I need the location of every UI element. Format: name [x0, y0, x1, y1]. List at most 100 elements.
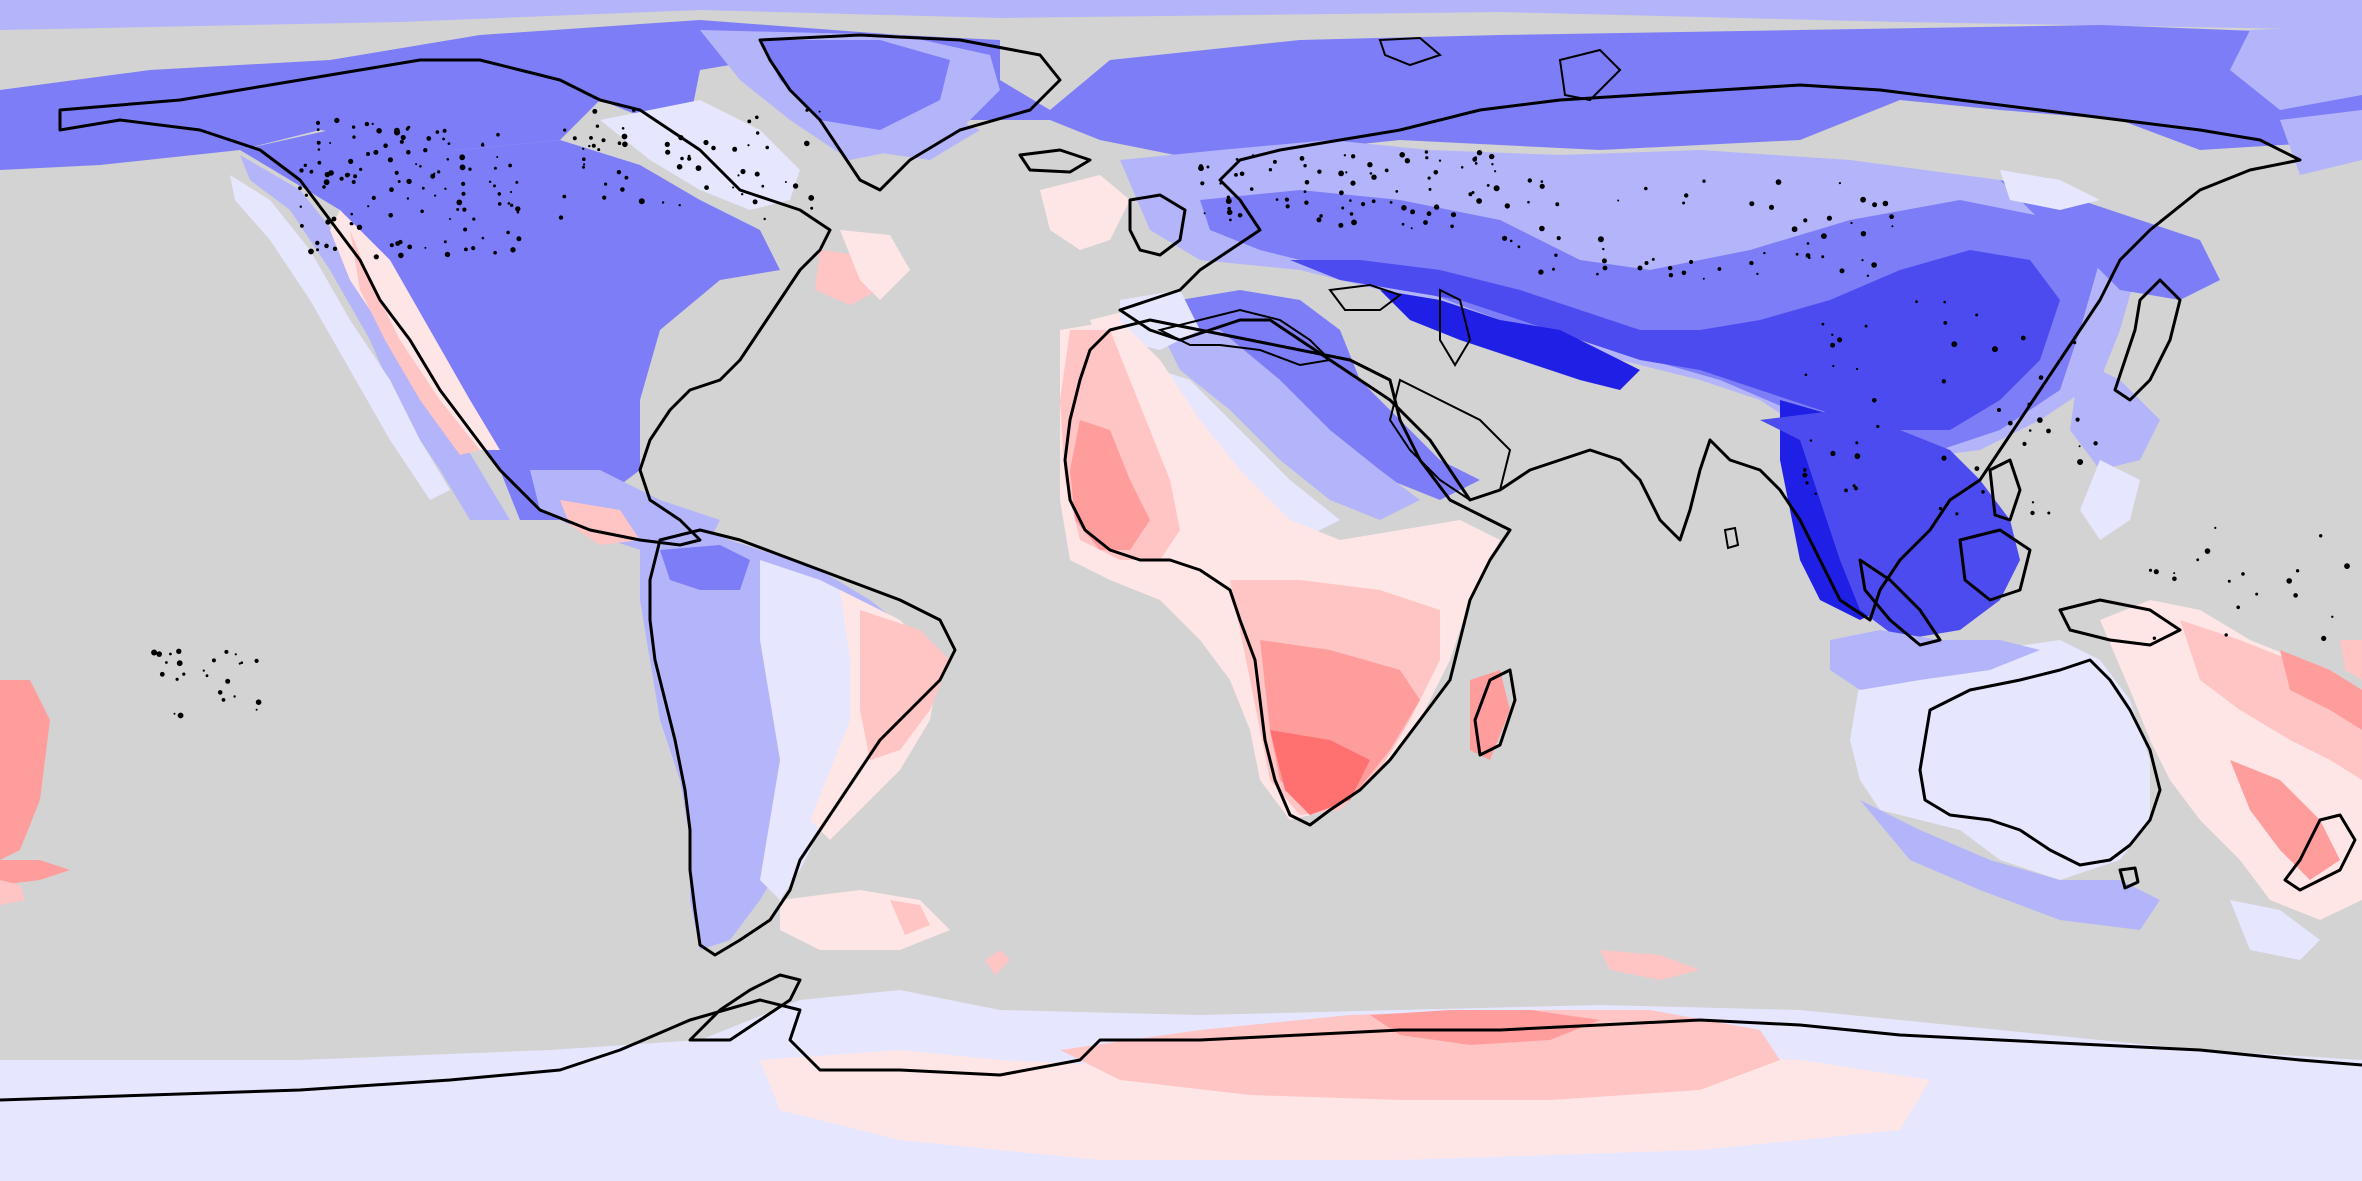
- lake-dot: [2022, 441, 2027, 446]
- lake-dot: [1668, 265, 1673, 271]
- lake-dot: [1401, 222, 1405, 226]
- lake-dot: [1317, 169, 1322, 174]
- lake-dot: [1809, 439, 1813, 442]
- lake-dot: [388, 213, 394, 218]
- lake-dot: [389, 243, 394, 248]
- lake-dot: [238, 662, 241, 665]
- lake-dot: [678, 204, 681, 207]
- lake-dot: [588, 144, 591, 148]
- lake-dot: [2321, 635, 2327, 642]
- coastline-arabia: [1388, 378, 1512, 502]
- lake-dot: [1832, 364, 1835, 368]
- lake-dot: [329, 142, 332, 144]
- lake-dot: [1684, 193, 1689, 198]
- lake-dot: [638, 198, 645, 205]
- lake-dot: [339, 176, 344, 181]
- lake-dot: [202, 669, 205, 672]
- coastline-uk: [1128, 193, 1187, 257]
- lake-dot: [747, 144, 750, 147]
- lake-dot: [1502, 235, 1508, 241]
- lake-dot: [1235, 158, 1239, 161]
- lake-dot: [442, 137, 445, 141]
- lake-dot: [1717, 267, 1722, 271]
- coastline-japan: [2113, 278, 2182, 402]
- lake-dot: [1826, 215, 1832, 221]
- lake-dot: [510, 247, 516, 253]
- lake-dot: [808, 195, 815, 201]
- lake-dot: [2204, 548, 2211, 554]
- lake-dot: [299, 205, 302, 208]
- lake-dot: [732, 146, 738, 152]
- lake-dot: [1602, 247, 1605, 251]
- lake-dot: [507, 202, 511, 205]
- lake-dot: [1814, 492, 1817, 496]
- lake-dot: [680, 156, 684, 161]
- lake-dot: [464, 247, 468, 252]
- lake-dot: [1424, 150, 1429, 154]
- lake-dot: [376, 128, 382, 134]
- lake-dot: [1389, 201, 1393, 204]
- lake-dot: [182, 672, 186, 676]
- lake-dot: [400, 134, 406, 141]
- lake-dot: [756, 131, 760, 135]
- lake-dot: [406, 178, 412, 185]
- lake-dot: [1889, 214, 1894, 220]
- lake-dot: [299, 168, 304, 173]
- lake-dot: [1943, 321, 1948, 325]
- lake-dot: [472, 217, 476, 221]
- lake-dot: [582, 147, 585, 150]
- lake-dot: [582, 157, 586, 161]
- coastline-eurasia: [1118, 83, 2302, 622]
- lake-dot: [1303, 164, 1307, 168]
- lake-dot: [461, 191, 466, 196]
- lake-dot: [563, 128, 567, 132]
- lake-dot: [1489, 153, 1495, 160]
- coastline-new-zealand: [2283, 813, 2357, 892]
- lake-dot: [255, 708, 258, 711]
- lake-dot: [2241, 572, 2245, 576]
- lake-dot: [462, 207, 467, 212]
- lake-dot: [582, 165, 585, 169]
- lake-dot: [591, 143, 596, 148]
- lake-dot: [755, 115, 759, 120]
- lake-dot: [737, 174, 740, 177]
- lake-dot: [1527, 200, 1530, 204]
- lake-dot: [506, 230, 510, 235]
- lake-dot: [1341, 206, 1345, 210]
- lake-dot: [254, 658, 259, 664]
- coastline-black-sea: [1328, 283, 1403, 311]
- lake-dot: [597, 148, 601, 152]
- lake-dot: [1941, 455, 1947, 461]
- lakes-and-islands: [151, 108, 2350, 719]
- lake-dot: [1795, 252, 1799, 256]
- lake-dot: [621, 127, 625, 130]
- lake-dot: [419, 165, 422, 168]
- lake-dot: [1702, 277, 1705, 280]
- lake-dot: [1227, 206, 1231, 211]
- lake-dot: [2028, 429, 2032, 432]
- lake-dot: [665, 149, 671, 155]
- lake-dot: [1494, 170, 1497, 173]
- lake-dot: [676, 164, 683, 170]
- lake-dot: [397, 180, 401, 183]
- lake-dot: [1876, 424, 1880, 429]
- lake-dot: [1763, 251, 1766, 255]
- antarctica-anomaly: [0, 950, 2362, 1181]
- lake-dot: [1251, 154, 1255, 157]
- lake-dot: [1951, 341, 1958, 348]
- lake-dot: [1345, 171, 1348, 174]
- pacific-anomaly: [0, 640, 2362, 905]
- lake-dot: [383, 143, 388, 148]
- lake-dot: [1509, 239, 1513, 243]
- lake-dot: [175, 677, 179, 681]
- lake-dot: [2331, 615, 2334, 618]
- lake-dot: [1349, 199, 1352, 202]
- lake-dot: [437, 170, 441, 174]
- lake-dot: [1433, 204, 1440, 210]
- lake-dot: [1350, 180, 1356, 186]
- lake-dot: [461, 181, 466, 186]
- lake-dot: [459, 164, 466, 171]
- lake-dot: [444, 187, 447, 190]
- lake-dot: [1830, 450, 1836, 457]
- lake-dot: [664, 141, 670, 147]
